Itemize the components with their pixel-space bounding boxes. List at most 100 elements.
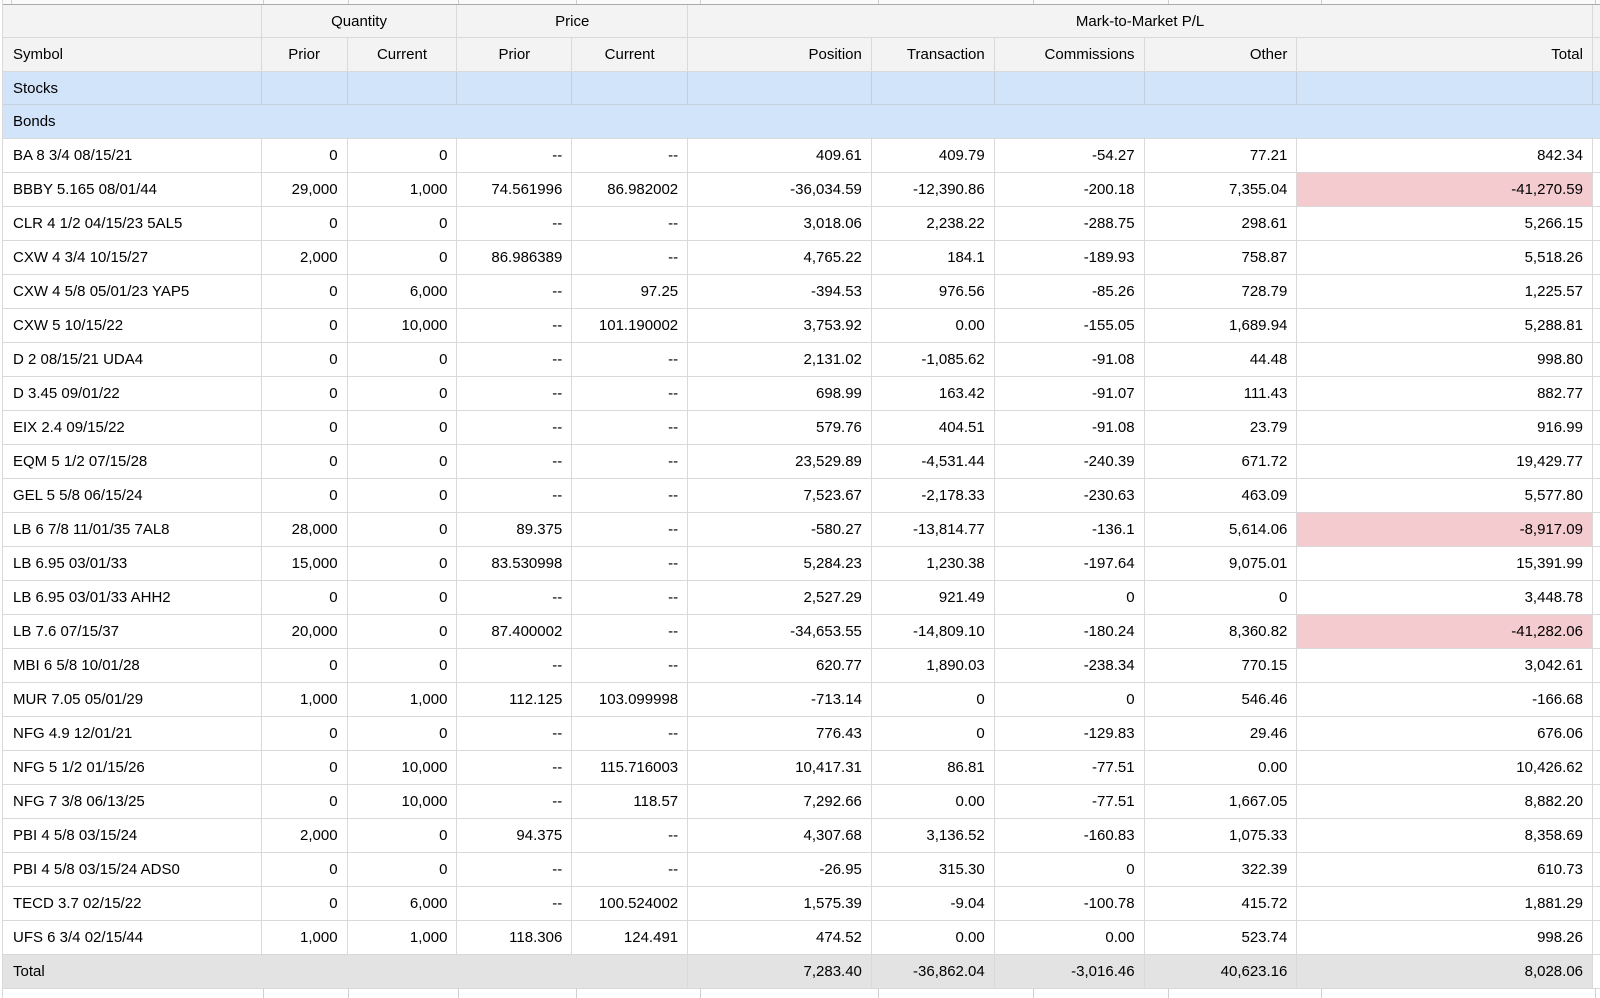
cell-price-prior[interactable]: -- [457, 275, 573, 308]
cell-position[interactable]: 4,765.22 [688, 241, 872, 274]
cell-position[interactable]: 23,529.89 [688, 445, 872, 478]
cell-other[interactable]: 463.09 [1145, 479, 1298, 512]
total-position[interactable]: 7,283.40 [688, 955, 872, 988]
cell-symbol[interactable]: NFG 4.9 12/01/21 [3, 717, 262, 750]
cell-price-current[interactable]: -- [572, 513, 689, 546]
cell-total[interactable]: 15,391.99 [1297, 547, 1593, 580]
cell-symbol[interactable]: LB 6.95 03/01/33 [3, 547, 262, 580]
cell-total[interactable]: 1,225.57 [1297, 275, 1593, 308]
cell-other[interactable]: 322.39 [1145, 853, 1298, 886]
cell-other[interactable]: 728.79 [1145, 275, 1298, 308]
cell-commissions[interactable]: -129.83 [995, 717, 1145, 750]
cell-other[interactable]: 9,075.01 [1145, 547, 1298, 580]
cell-qty-prior[interactable]: 29,000 [262, 173, 348, 206]
cell-qty-prior[interactable]: 0 [262, 275, 348, 308]
cell-symbol[interactable]: BA 8 3/4 08/15/21 [3, 139, 262, 172]
cell-position[interactable]: 2,527.29 [688, 581, 872, 614]
cell-price-current[interactable]: -- [572, 343, 689, 376]
cell-commissions[interactable]: -77.51 [995, 751, 1145, 784]
cell-position[interactable]: 474.52 [688, 921, 872, 954]
cell-qty-current[interactable]: 1,000 [348, 173, 458, 206]
cell-price-prior[interactable]: -- [457, 479, 573, 512]
cell-other[interactable]: 770.15 [1145, 649, 1298, 682]
cell-price-current[interactable]: -- [572, 717, 689, 750]
cell-commissions[interactable]: -54.27 [995, 139, 1145, 172]
cell-qty-prior[interactable]: 0 [262, 853, 348, 886]
cell-price-current[interactable]: -- [572, 377, 689, 410]
cell-qty-current[interactable]: 6,000 [348, 275, 458, 308]
cell-total[interactable]: -41,270.59 [1297, 173, 1593, 206]
cell-position[interactable]: 620.77 [688, 649, 872, 682]
cell-transaction[interactable]: -2,178.33 [872, 479, 995, 512]
cell-position[interactable]: 1,575.39 [688, 887, 872, 920]
cell-qty-current[interactable]: 0 [348, 615, 458, 648]
cell-price-current[interactable]: 86.982002 [572, 173, 689, 206]
cell-total[interactable]: -8,917.09 [1297, 513, 1593, 546]
cell-other[interactable]: 23.79 [1145, 411, 1298, 444]
cell-price-prior[interactable]: 74.561996 [457, 173, 573, 206]
cell-qty-prior[interactable]: 2,000 [262, 241, 348, 274]
column-header-symbol[interactable]: Symbol [3, 38, 262, 71]
empty-cell[interactable] [688, 72, 872, 104]
cell-symbol[interactable]: NFG 5 1/2 01/15/26 [3, 751, 262, 784]
cell-qty-current[interactable]: 0 [348, 581, 458, 614]
cell-qty-current[interactable]: 0 [348, 377, 458, 410]
cell-other[interactable]: 0.00 [1145, 751, 1298, 784]
cell-transaction[interactable]: 184.1 [872, 241, 995, 274]
cell-qty-current[interactable]: 0 [348, 819, 458, 852]
cell-symbol[interactable]: EIX 2.4 09/15/22 [3, 411, 262, 444]
cell-price-prior[interactable]: 87.400002 [457, 615, 573, 648]
cell-total[interactable]: 882.77 [1297, 377, 1593, 410]
cell-price-current[interactable]: -- [572, 139, 689, 172]
cell-transaction[interactable]: 0.00 [872, 785, 995, 818]
cell-total[interactable]: 10,426.62 [1297, 751, 1593, 784]
cell-other[interactable]: 1,689.94 [1145, 309, 1298, 342]
cell-other[interactable]: 7,355.04 [1145, 173, 1298, 206]
cell-other[interactable]: 1,667.05 [1145, 785, 1298, 818]
cell-transaction[interactable]: 0.00 [872, 309, 995, 342]
cell-price-prior[interactable]: -- [457, 853, 573, 886]
cell-transaction[interactable]: 409.79 [872, 139, 995, 172]
cell-qty-current[interactable]: 0 [348, 479, 458, 512]
cell-price-current[interactable]: -- [572, 445, 689, 478]
cell-symbol[interactable]: D 2 08/15/21 UDA4 [3, 343, 262, 376]
section-row-stocks[interactable]: Stocks [3, 72, 1600, 105]
cell-position[interactable]: 3,753.92 [688, 309, 872, 342]
cell-price-prior[interactable]: 94.375 [457, 819, 573, 852]
cell-total[interactable]: 3,448.78 [1297, 581, 1593, 614]
cell-commissions[interactable]: -180.24 [995, 615, 1145, 648]
empty-cell[interactable] [572, 72, 689, 104]
cell-transaction[interactable]: 1,230.38 [872, 547, 995, 580]
total-transaction[interactable]: -36,862.04 [872, 955, 995, 988]
cell-total[interactable]: -166.68 [1297, 683, 1593, 716]
cell-qty-current[interactable]: 0 [348, 717, 458, 750]
cell-price-prior[interactable]: 118.306 [457, 921, 573, 954]
cell-price-current[interactable]: 124.491 [572, 921, 689, 954]
cell-commissions[interactable]: -155.05 [995, 309, 1145, 342]
cell-price-prior[interactable]: -- [457, 377, 573, 410]
cell-total[interactable]: 842.34 [1297, 139, 1593, 172]
cell-price-current[interactable]: 118.57 [572, 785, 689, 818]
cell-price-prior[interactable]: 112.125 [457, 683, 573, 716]
cell-price-current[interactable]: -- [572, 411, 689, 444]
cell-transaction[interactable]: 0.00 [872, 921, 995, 954]
cell-total[interactable]: 5,518.26 [1297, 241, 1593, 274]
cell-price-prior[interactable]: -- [457, 887, 573, 920]
cell-symbol[interactable]: MBI 6 5/8 10/01/28 [3, 649, 262, 682]
cell-position[interactable]: 409.61 [688, 139, 872, 172]
cell-qty-prior[interactable]: 1,000 [262, 683, 348, 716]
cell-commissions[interactable]: -77.51 [995, 785, 1145, 818]
cell-qty-prior[interactable]: 20,000 [262, 615, 348, 648]
cell-qty-current[interactable]: 0 [348, 139, 458, 172]
cell-qty-prior[interactable]: 0 [262, 445, 348, 478]
cell-total[interactable]: 610.73 [1297, 853, 1593, 886]
cell-price-prior[interactable]: 89.375 [457, 513, 573, 546]
cell-total[interactable]: 998.80 [1297, 343, 1593, 376]
cell-total[interactable]: 5,288.81 [1297, 309, 1593, 342]
cell-commissions[interactable]: -136.1 [995, 513, 1145, 546]
cell-price-prior[interactable]: -- [457, 751, 573, 784]
cell-transaction[interactable]: 163.42 [872, 377, 995, 410]
cell-price-current[interactable]: -- [572, 581, 689, 614]
column-header-position[interactable]: Position [688, 38, 872, 71]
column-header-price-current[interactable]: Current [572, 38, 689, 71]
